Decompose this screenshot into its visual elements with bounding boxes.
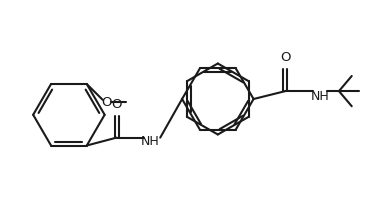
Text: O: O (102, 96, 112, 109)
Text: NH: NH (311, 89, 329, 103)
Text: NH: NH (141, 135, 160, 148)
Text: O: O (111, 98, 122, 111)
Text: O: O (280, 51, 291, 65)
